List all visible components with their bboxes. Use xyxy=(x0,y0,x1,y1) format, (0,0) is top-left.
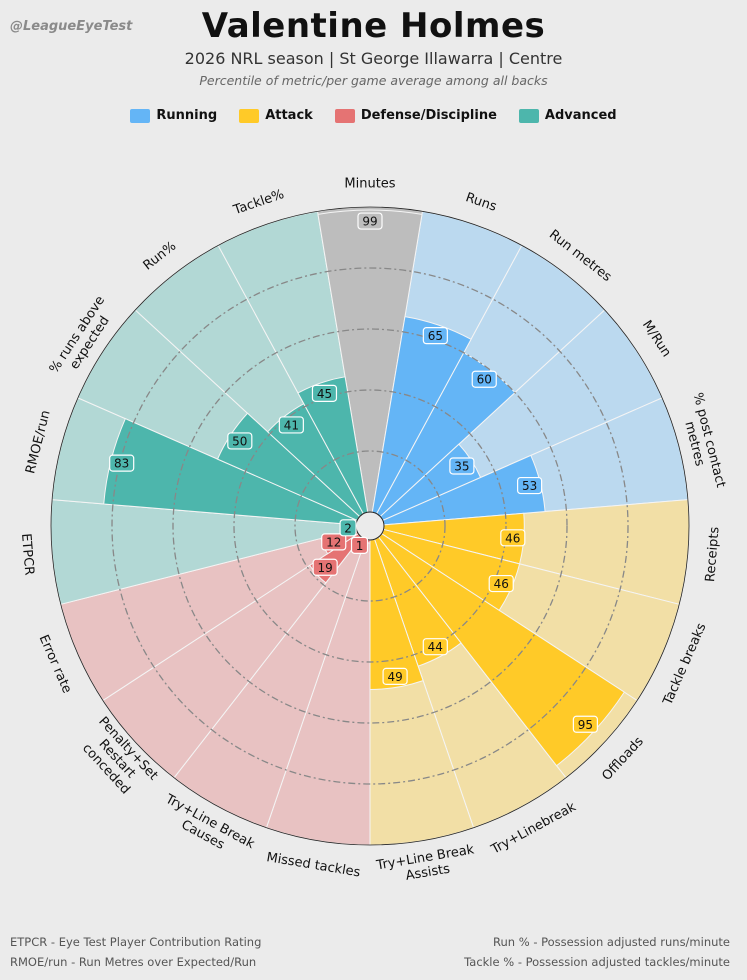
value-label: 45 xyxy=(317,387,332,401)
legend-swatch-advanced xyxy=(518,108,539,123)
value-label-box xyxy=(339,519,357,537)
value-label-box xyxy=(227,432,253,450)
legend-swatch-running xyxy=(130,108,151,123)
legend-item-advanced: Advanced xyxy=(518,108,617,123)
value-label-box xyxy=(572,715,598,733)
value-label-box xyxy=(422,638,448,656)
category-label: ETPCR xyxy=(18,533,36,576)
grid-circle xyxy=(172,328,568,724)
value-label-box xyxy=(109,454,135,472)
category-label: Run% xyxy=(141,239,180,274)
category-label: RMOE/run xyxy=(23,409,53,476)
value-label-box xyxy=(321,533,347,551)
legend: Running Attack Defense/Discipline Advanc… xyxy=(0,108,747,123)
legend-swatch-defense xyxy=(334,108,355,123)
category-label: Runs xyxy=(464,190,499,215)
footnotes-left: ETPCR - Eye Test Player Contribution Rat… xyxy=(10,932,261,972)
value-label-box xyxy=(488,574,514,593)
legend-label-defense: Defense/Discipline xyxy=(360,108,497,123)
category-label: Offloads xyxy=(599,734,647,784)
legend-label-running: Running xyxy=(156,108,218,123)
category-label: Error rate xyxy=(36,633,75,696)
value-label-box xyxy=(500,529,526,547)
value-label-box xyxy=(449,457,475,475)
value-label: 44 xyxy=(428,640,443,654)
category-label: Receipts xyxy=(703,526,723,583)
center-circle xyxy=(355,511,385,541)
value-label: 50 xyxy=(232,434,247,448)
outer-ring xyxy=(50,206,690,846)
legend-swatch-attack xyxy=(239,108,260,123)
value-label-box xyxy=(357,212,383,230)
legend-item-attack: Attack xyxy=(239,108,313,123)
value-label: 19 xyxy=(318,561,333,575)
chart-note: Percentile of metric/per game average am… xyxy=(199,73,548,88)
footnote-run-pct: Run % - Possession adjusted runs/minute xyxy=(493,935,730,949)
value-label: 12 xyxy=(326,535,341,549)
legend-label-advanced: Advanced xyxy=(544,108,617,123)
page-title: Valentine Holmes xyxy=(201,6,546,46)
category-label: Minutes xyxy=(344,177,395,192)
value-label: 95 xyxy=(578,718,593,732)
footnote-tackle-pct: Tackle % - Possession adjusted tackles/m… xyxy=(464,955,730,969)
value-label-box xyxy=(382,667,408,685)
watermark: @LeagueEyeTest xyxy=(10,19,133,34)
value-label: 41 xyxy=(284,418,299,432)
value-label-box xyxy=(311,384,338,402)
value-label-box xyxy=(422,327,448,345)
value-label: 60 xyxy=(477,373,492,387)
value-label: 53 xyxy=(522,479,537,493)
value-label-box xyxy=(471,370,497,388)
value-label-box xyxy=(350,536,369,554)
value-label-box xyxy=(278,416,304,434)
value-label-box xyxy=(517,476,543,495)
value-label: 83 xyxy=(114,457,129,471)
category-label: Missed tackles xyxy=(265,850,361,880)
category-label: M/Run xyxy=(639,318,674,360)
grid-circle xyxy=(233,389,507,663)
legend-item-running: Running xyxy=(130,108,217,123)
legend-label-attack: Attack xyxy=(265,108,313,123)
page-subtitle: 2026 NRL season | St George Illawarra | … xyxy=(184,49,563,68)
footnote-etpcr: ETPCR - Eye Test Player Contribution Rat… xyxy=(10,935,262,949)
grid-circle xyxy=(294,450,446,602)
category-label: Tackle% xyxy=(231,187,286,219)
value-label: 46 xyxy=(505,531,520,545)
category-label: Try+Line BreakAssists xyxy=(375,842,479,888)
value-label: 49 xyxy=(387,670,402,684)
value-label: 99 xyxy=(362,215,377,229)
footnote-rmoe: RMOE/run - Run Metres over Expected/Run xyxy=(10,955,257,969)
value-label-box xyxy=(312,558,338,576)
value-label: 35 xyxy=(454,459,469,473)
grid-circle xyxy=(111,267,629,785)
polar-bar-chart: 99 65 60 35 53 46 46 95 44 49 1 19 122 83 50 41 45 Minute… xyxy=(18,177,728,888)
value-label: 46 xyxy=(494,577,509,591)
value-label: 65 xyxy=(428,329,443,343)
value-label: 1 xyxy=(356,539,364,553)
value-label: 2 xyxy=(344,521,352,535)
footnotes-right: Run % - Possession adjusted runs/minute … xyxy=(464,932,730,972)
legend-item-defense: Defense/Discipline xyxy=(334,108,497,123)
